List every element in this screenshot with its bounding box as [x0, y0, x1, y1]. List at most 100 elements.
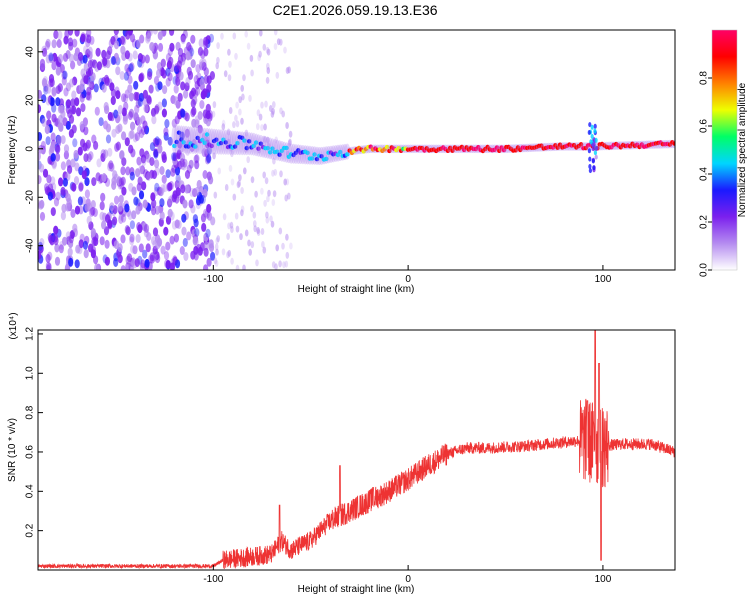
faint-speckle — [236, 181, 241, 189]
noise-speckle — [80, 68, 86, 78]
noise-speckle — [58, 244, 64, 254]
noise-speckle — [152, 30, 158, 35]
signal-halo — [302, 145, 309, 165]
noise-speckle — [121, 107, 127, 117]
noise-speckle — [156, 186, 162, 196]
faint-speckle — [275, 71, 280, 79]
noise-speckle — [81, 170, 87, 180]
noise-speckle — [48, 234, 54, 244]
noise-speckle — [199, 78, 205, 88]
noise-speckle — [206, 171, 212, 181]
noise-speckle — [71, 90, 77, 100]
signal-cell — [324, 156, 329, 162]
noise-speckle — [68, 53, 75, 63]
noise-speckle — [169, 262, 175, 270]
faint-speckle — [263, 199, 267, 207]
noise-speckle — [125, 262, 131, 270]
noise-speckle — [195, 64, 201, 73]
noise-speckle — [161, 69, 167, 79]
noise-speckle — [125, 226, 131, 236]
signal-cell — [319, 154, 324, 159]
noise-speckle — [121, 131, 127, 141]
disturbance-cell — [589, 139, 593, 145]
signal-halo — [194, 127, 201, 154]
noise-speckle — [72, 138, 78, 148]
noise-speckle — [53, 197, 60, 207]
noise-speckle — [160, 245, 166, 255]
colorbar-tick-label: 0.8 — [699, 71, 710, 85]
noise-speckle — [184, 82, 190, 92]
noise-speckle — [174, 180, 180, 190]
noise-speckle — [120, 234, 126, 244]
noise-speckle — [126, 253, 133, 263]
colorbar-tick-label: 0.6 — [699, 119, 710, 133]
signal-cell — [258, 141, 264, 146]
noise-speckle — [127, 211, 133, 220]
faint-speckle — [279, 107, 283, 115]
noise-speckle — [130, 257, 136, 267]
noise-speckle — [82, 240, 88, 250]
faint-speckle — [258, 113, 263, 121]
y-tick-label: 0 — [25, 146, 36, 152]
noise-speckle — [154, 182, 160, 192]
noise-speckle — [103, 74, 110, 84]
noise-speckle — [132, 133, 138, 143]
signal-cell — [672, 141, 675, 146]
faint-speckle — [279, 38, 283, 46]
noise-speckle — [50, 207, 56, 217]
disturbance-cell — [593, 128, 597, 134]
snr-x-label: Height of straight line (km) — [298, 584, 415, 595]
spectrogram-marks — [38, 30, 675, 270]
disturbance-cell — [587, 148, 592, 154]
noise-speckle — [78, 239, 84, 249]
noise-speckle — [55, 191, 61, 201]
noise-speckle — [133, 80, 139, 90]
faint-speckle — [259, 30, 263, 37]
disturbance-cell — [588, 164, 592, 169]
signal-halo — [271, 138, 278, 161]
noise-speckle — [60, 135, 66, 145]
faint-speckle — [211, 110, 216, 118]
noise-speckle — [163, 131, 169, 141]
noise-speckle — [127, 30, 133, 36]
noise-speckle — [193, 75, 199, 84]
noise-speckle — [99, 211, 105, 221]
noise-speckle — [113, 40, 120, 50]
colorbar-tick-label: 0.4 — [699, 167, 710, 181]
noise-speckle — [43, 85, 49, 95]
noise-speckle — [180, 33, 186, 43]
noise-speckle — [142, 199, 148, 209]
noise-speckle — [58, 54, 64, 63]
faint-speckle — [250, 176, 255, 184]
faint-speckle — [272, 190, 277, 198]
noise-speckle — [115, 141, 121, 151]
faint-speckle — [285, 67, 290, 74]
noise-speckle — [190, 59, 196, 69]
noise-speckle — [166, 182, 172, 192]
noise-speckle — [38, 241, 43, 251]
disturbance-cell — [593, 150, 598, 156]
faint-speckle — [283, 46, 287, 54]
noise-speckle — [38, 104, 42, 114]
noise-speckle — [63, 144, 70, 154]
y-tick-label: 1.2 — [25, 327, 36, 341]
noise-speckle — [83, 153, 89, 163]
noise-speckle — [115, 90, 121, 100]
faint-speckle — [271, 261, 276, 269]
faint-speckle — [266, 48, 271, 56]
noise-speckle — [205, 228, 211, 238]
noise-speckle — [128, 130, 134, 140]
faint-speckle — [247, 239, 251, 247]
noise-speckle — [77, 196, 83, 206]
noise-speckle — [171, 220, 178, 230]
noise-speckle — [55, 144, 61, 154]
signal-cell — [501, 147, 507, 153]
noise-speckle — [151, 199, 157, 209]
faint-speckle — [266, 195, 270, 203]
faint-speckle — [230, 178, 235, 186]
noise-speckle — [167, 198, 173, 208]
noise-speckle — [46, 110, 52, 120]
noise-speckle — [184, 170, 191, 179]
noise-speckle — [135, 234, 141, 243]
noise-speckle — [197, 46, 204, 56]
